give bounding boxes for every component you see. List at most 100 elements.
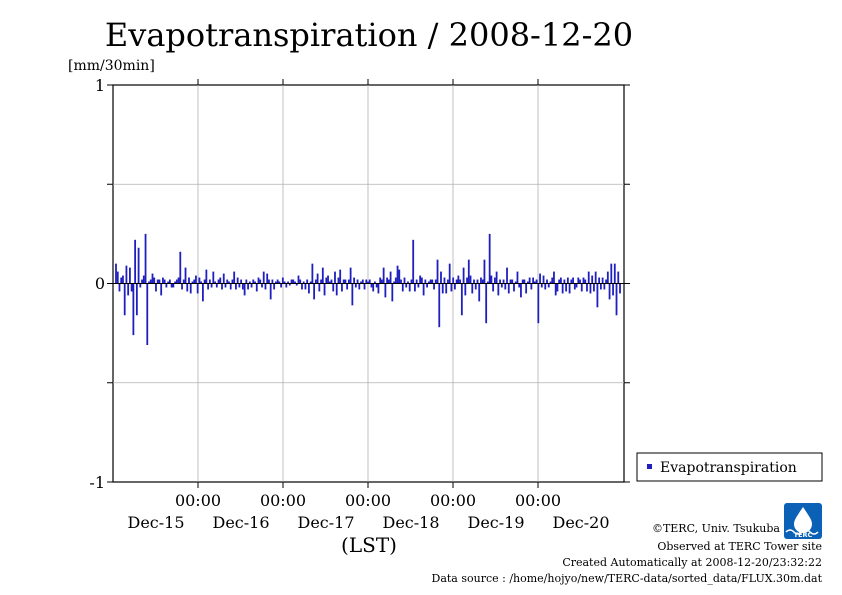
- bar: [474, 283, 477, 290]
- bar: [368, 279, 371, 284]
- bar: [471, 283, 474, 294]
- bar: [115, 263, 117, 284]
- legend-swatch: [647, 464, 652, 469]
- bar: [608, 283, 611, 300]
- bar: [292, 279, 295, 284]
- bar: [189, 283, 192, 294]
- bar: [177, 277, 180, 284]
- grid-lines: [113, 85, 624, 482]
- bar: [401, 283, 404, 292]
- bar: [412, 239, 415, 284]
- bar: [443, 277, 446, 284]
- bar: [330, 279, 333, 284]
- x-tick-time-1: 00:00: [175, 491, 221, 510]
- bar: [547, 283, 550, 288]
- bar: [570, 279, 573, 284]
- bar: [441, 283, 444, 294]
- legend-label: Evapotranspiration: [660, 460, 797, 476]
- bar: [518, 283, 521, 288]
- bar: [250, 283, 253, 288]
- bar: [445, 283, 448, 294]
- bar: [532, 277, 534, 284]
- bar: [266, 273, 269, 284]
- bar: [179, 251, 182, 284]
- bar: [394, 277, 397, 284]
- bar: [261, 283, 263, 288]
- bar: [427, 281, 430, 284]
- bar: [591, 275, 594, 284]
- water-drop-icon: [794, 507, 812, 533]
- bar: [238, 283, 241, 288]
- bar: [314, 279, 317, 284]
- bar: [259, 279, 262, 284]
- bar: [301, 283, 303, 290]
- x-tick-date-5: Dec-19: [467, 513, 524, 532]
- bar: [478, 283, 481, 302]
- bar: [252, 279, 255, 284]
- bar: [231, 279, 234, 284]
- bar: [516, 271, 519, 284]
- bar: [224, 283, 227, 288]
- bar: [464, 283, 467, 296]
- bar: [268, 279, 270, 284]
- bar: [281, 277, 284, 284]
- bar: [462, 267, 465, 284]
- bar: [420, 277, 423, 284]
- bar: [229, 283, 232, 290]
- bar: [495, 271, 498, 284]
- x-tick-date-2: Dec-16: [212, 513, 269, 532]
- bar: [285, 283, 288, 288]
- bar: [572, 277, 574, 284]
- bar: [563, 279, 566, 284]
- y-tick-label-zero: 0: [95, 274, 105, 293]
- bar: [568, 283, 571, 294]
- bar: [450, 283, 453, 292]
- bar: [483, 259, 486, 284]
- bar: [511, 279, 514, 284]
- bar: [149, 279, 152, 284]
- bar: [514, 281, 517, 284]
- bar: [304, 283, 307, 290]
- bar: [205, 269, 208, 284]
- bar: [356, 279, 359, 284]
- bar: [431, 279, 434, 284]
- bar: [560, 277, 562, 284]
- bar: [485, 283, 488, 324]
- y-tick-label-top: 1: [95, 76, 105, 95]
- bar: [302, 281, 305, 284]
- bar: [129, 267, 131, 284]
- bar: [163, 279, 166, 284]
- bar: [221, 283, 223, 290]
- bar: [283, 281, 286, 284]
- bar: [537, 283, 540, 324]
- bar: [565, 283, 568, 292]
- bar: [619, 283, 621, 294]
- bar: [264, 283, 267, 290]
- bar: [540, 283, 543, 288]
- axis-ticks: [107, 79, 630, 488]
- bar: [339, 269, 342, 284]
- bar: [210, 283, 213, 288]
- bar: [170, 283, 173, 288]
- bar: [549, 281, 552, 284]
- bar: [328, 281, 331, 284]
- bar: [542, 275, 545, 284]
- bar: [269, 283, 272, 300]
- bar: [160, 283, 163, 296]
- x-tick-date-6: Dec-20: [552, 513, 609, 532]
- bar: [184, 267, 187, 284]
- bar: [295, 283, 298, 286]
- bar: [262, 271, 265, 284]
- bar: [165, 283, 168, 288]
- bar: [466, 277, 468, 284]
- bar: [372, 283, 375, 292]
- bar: [433, 283, 435, 290]
- bar: [299, 279, 302, 284]
- bar: [596, 283, 599, 308]
- bar: [414, 283, 416, 292]
- bar: [493, 277, 496, 284]
- bar: [134, 239, 137, 284]
- bar: [174, 281, 176, 284]
- bar: [573, 283, 576, 290]
- bar: [327, 275, 329, 284]
